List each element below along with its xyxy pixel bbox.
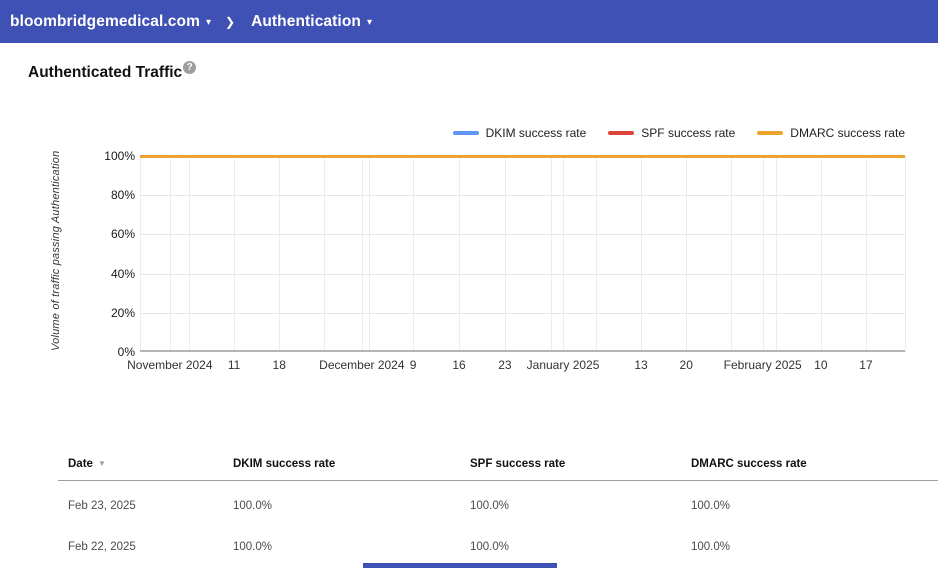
column-header-dkim-success-rate[interactable]: DKIM success rate [233, 458, 336, 470]
x-tick-label: 11 [227, 358, 241, 372]
plot-area [140, 148, 906, 352]
y-tick-label: 40% [110, 266, 135, 281]
x-axis-line [140, 350, 905, 352]
gridline-v [504, 156, 506, 352]
section-selector[interactable]: Authentication ▾ [251, 13, 372, 31]
app-bar: bloombridgemedical.com ▾ ❯ Authenticatio… [0, 0, 938, 43]
legend-swatch-icon [608, 131, 635, 135]
breadcrumb-chevron-icon: ❯ [225, 15, 236, 29]
gridline-h [140, 273, 905, 275]
x-tick-label: 18 [272, 358, 286, 372]
y-tick-label: 0% [117, 345, 135, 359]
x-tick-label: 16 [452, 358, 466, 372]
x-tick-label: December 2024 [319, 358, 405, 372]
y-axis-title: Volume of traffic passing Authentication [50, 150, 62, 352]
x-tick-label: January 2025 [526, 358, 600, 372]
x-tick-label: 10 [814, 358, 828, 372]
domain-selector[interactable]: bloombridgemedical.com ▾ [10, 13, 211, 31]
y-tick-label: 60% [110, 227, 135, 242]
x-tick-label: 13 [634, 358, 648, 372]
gridline-v [368, 156, 370, 352]
x-tick-label: 9 [409, 358, 417, 372]
chart-legend: DKIM success rate SPF success rate DMARC s… [452, 126, 905, 140]
row-date: Feb 23, 2025 [68, 500, 136, 512]
page-title-row: Authenticated Traffic? [28, 61, 197, 82]
help-icon[interactable]: ? [183, 61, 197, 74]
section-label: Authentication [251, 12, 361, 30]
gridline-v [188, 156, 190, 352]
caret-down-icon: ▾ [366, 17, 372, 28]
series-line-dmarc [140, 154, 905, 158]
gridline-v [905, 156, 906, 352]
legend-swatch-icon [757, 131, 784, 135]
horizontal-scrollbar-thumb[interactable] [363, 563, 557, 568]
gridline-v [775, 156, 777, 352]
legend-label: SPF success rate [641, 126, 736, 140]
gridline-v [234, 156, 236, 352]
column-header-date[interactable]: Date ▼ [68, 458, 106, 470]
page-title: Authenticated Traffic [28, 64, 183, 81]
gridline-v [686, 156, 688, 352]
legend-item-spf: SPF success rate [608, 126, 735, 140]
y-tick-label: 80% [110, 188, 135, 203]
gridline-v [413, 156, 415, 352]
legend-item-dmarc: DMARC success rate [757, 126, 905, 140]
row-value: 100.0% [233, 541, 273, 553]
gridline-h [140, 195, 905, 197]
gridline-h [140, 312, 905, 314]
x-tick-label: November 2024 [127, 358, 213, 372]
row-value: 100.0% [470, 541, 510, 553]
column-header-dmarc-success-rate[interactable]: DMARC success rate [691, 458, 807, 470]
y-tick-label: 20% [110, 305, 135, 320]
table-header-divider [58, 480, 938, 481]
x-tick-label: 23 [498, 358, 512, 372]
legend-item-dkim: DKIM success rate [452, 126, 587, 140]
x-tick-label: February 2025 [723, 358, 802, 372]
gridline-v [595, 156, 597, 352]
gridline-v [279, 156, 281, 352]
gridline-v [324, 156, 326, 352]
gridline-v [140, 156, 141, 352]
row-value: 100.0% [691, 500, 731, 512]
x-tick-label: 20 [679, 358, 693, 372]
legend-label: DKIM success rate [485, 126, 587, 140]
x-tick-label: 17 [859, 358, 873, 372]
gridline-v [361, 156, 363, 352]
sort-desc-icon: ▼ [97, 459, 106, 468]
gridline-v [550, 156, 552, 352]
gridline-v [641, 156, 643, 352]
row-date: Feb 22, 2025 [68, 541, 136, 553]
gridline-h [140, 234, 905, 236]
column-header-spf-success-rate[interactable]: SPF success rate [470, 458, 566, 470]
y-tick-label: 100% [104, 149, 135, 163]
row-value: 100.0% [233, 500, 273, 512]
gridline-v [563, 156, 565, 352]
domain-label: bloombridgemedical.com [10, 12, 200, 30]
caret-down-icon: ▾ [205, 17, 211, 28]
row-value: 100.0% [691, 541, 731, 553]
gridline-v [459, 156, 460, 352]
gridline-v [865, 156, 867, 352]
row-value: 100.0% [470, 500, 510, 512]
gridline-v [169, 156, 171, 352]
gridline-v [731, 156, 733, 352]
legend-swatch-icon [452, 131, 479, 135]
legend-label: DMARC success rate [790, 126, 905, 140]
gridline-v [820, 156, 822, 352]
gridline-v [762, 156, 764, 352]
